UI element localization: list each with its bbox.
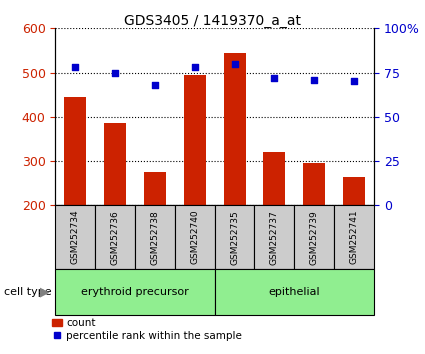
Text: GSM252734: GSM252734 [71,210,79,264]
Bar [303,163,325,205]
Bar [224,53,246,205]
Bar [264,152,285,205]
Legend: count, percentile rank within the sample: count, percentile rank within the sample [48,314,246,345]
Bar [215,269,374,315]
Text: erythroid precursor: erythroid precursor [81,287,189,297]
Bar [104,124,126,205]
Point [311,77,317,82]
Text: GSM252735: GSM252735 [230,210,239,264]
Bar [144,172,166,205]
Text: GSM252738: GSM252738 [150,210,159,264]
Bar [175,205,215,269]
Text: GSM252736: GSM252736 [110,210,119,264]
Bar [135,205,175,269]
Bar [215,205,255,269]
Bar [184,75,206,205]
Point [231,61,238,67]
Bar [95,205,135,269]
Bar [55,205,95,269]
Point [72,64,79,70]
Bar [294,205,334,269]
Point [351,79,357,84]
Point [271,75,278,81]
Bar [55,269,215,315]
Text: ▶: ▶ [40,286,49,298]
Bar [64,97,86,205]
Point [151,82,158,88]
Bar [343,177,365,205]
Text: GSM252740: GSM252740 [190,210,199,264]
Text: cell type: cell type [4,287,52,297]
Text: GSM252737: GSM252737 [270,210,279,264]
Text: epithelial: epithelial [269,287,320,297]
Bar [334,205,374,269]
Point [191,64,198,70]
Text: GDS3405 / 1419370_a_at: GDS3405 / 1419370_a_at [124,14,301,28]
Point [112,70,119,75]
Bar [255,205,294,269]
Text: GSM252739: GSM252739 [310,210,319,264]
Text: GSM252741: GSM252741 [350,210,359,264]
